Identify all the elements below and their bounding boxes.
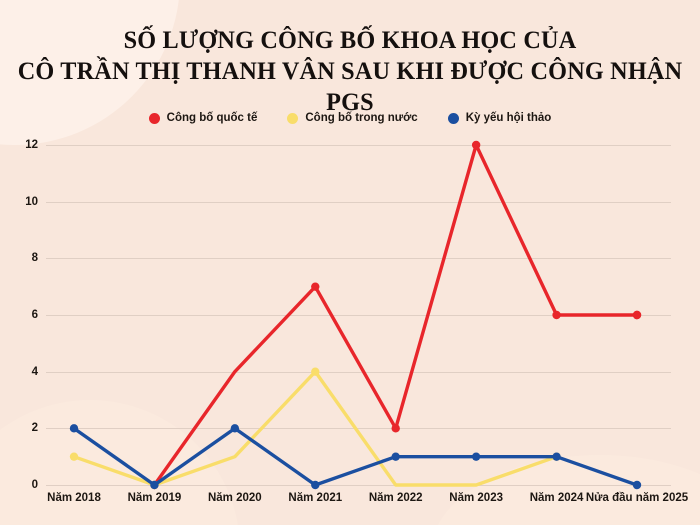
data-point-marker[interactable]	[230, 424, 240, 433]
title-line-2: CÔ TRẦN THỊ THANH VÂN SAU KHI ĐƯỢC CÔNG …	[17, 56, 683, 116]
legend-item[interactable]: Công bố trong nước	[287, 112, 418, 124]
y-axis-tick-label: 10	[25, 195, 38, 208]
series-line	[72, 369, 559, 487]
x-axis-tick-label: Năm 2019	[127, 492, 182, 504]
y-axis-tick-label: 6	[31, 309, 38, 321]
x-axis-tick-label: Năm 2022	[368, 492, 423, 504]
data-point-marker[interactable]	[632, 480, 642, 490]
x-axis-tick-label: Năm 2023	[449, 492, 503, 504]
data-point-marker[interactable]	[552, 310, 561, 320]
title-line-1: SỐ LƯỢNG CÔNG BỐ KHOA HỌC CỦA	[123, 25, 577, 54]
x-axis-tick-label: Năm 2020	[207, 492, 262, 504]
data-point-marker[interactable]	[69, 424, 79, 433]
y-axis-tick-label: 12	[25, 139, 38, 151]
y-axis-tick-label: 4	[31, 365, 38, 378]
data-point-marker[interactable]	[471, 140, 481, 150]
legend-item[interactable]: Kỳ yếu hội thảo	[447, 112, 552, 124]
data-point-marker[interactable]	[69, 452, 79, 461]
data-point-marker[interactable]	[311, 282, 320, 291]
gridline	[46, 485, 671, 486]
y-axis-tick-label: 0	[31, 479, 38, 491]
legend-dot-icon	[148, 112, 160, 124]
chart-legend: Công bố quốc tế Công bố trong nước Kỳ yếu …	[0, 112, 700, 124]
y-axis-tick-label: 2	[31, 422, 38, 435]
legend-item-label: Kỳ yếu hội thảo	[465, 112, 552, 124]
legend-item-label: Công bố quốc tế	[166, 112, 258, 124]
legend-item-label: Công bố trong nước	[305, 112, 418, 124]
page-title: SỐ LƯỢNG CÔNG BỐ KHOA HỌC CỦA CÔ TRẦN TH…	[0, 24, 700, 117]
legend-item[interactable]: Công bố quốc tế	[148, 112, 258, 124]
gridline	[46, 145, 671, 146]
data-point-marker[interactable]	[311, 480, 320, 490]
data-point-marker[interactable]	[391, 424, 400, 433]
y-axis-tick-label: 8	[31, 252, 38, 265]
data-point-marker[interactable]	[391, 452, 400, 461]
x-axis-tick-label: Năm 2024	[529, 492, 584, 504]
legend-dot-icon	[447, 112, 459, 124]
x-axis-tick-label: Nửa đầu năm 2025	[585, 492, 689, 504]
data-point-marker[interactable]	[311, 367, 320, 376]
gridline	[46, 428, 671, 430]
x-axis-tick-label: Năm 2021	[288, 492, 343, 504]
gridline	[46, 371, 671, 373]
data-point-marker[interactable]	[552, 452, 561, 461]
series-line	[72, 426, 639, 487]
gridline	[46, 201, 671, 203]
data-point-marker[interactable]	[471, 452, 481, 461]
gridline	[46, 315, 671, 316]
gridline	[46, 258, 671, 260]
legend-dot-icon	[287, 112, 299, 124]
data-point-marker[interactable]	[632, 310, 642, 320]
x-axis-tick-label: Năm 2018	[47, 492, 101, 504]
data-point-marker[interactable]	[150, 480, 159, 490]
